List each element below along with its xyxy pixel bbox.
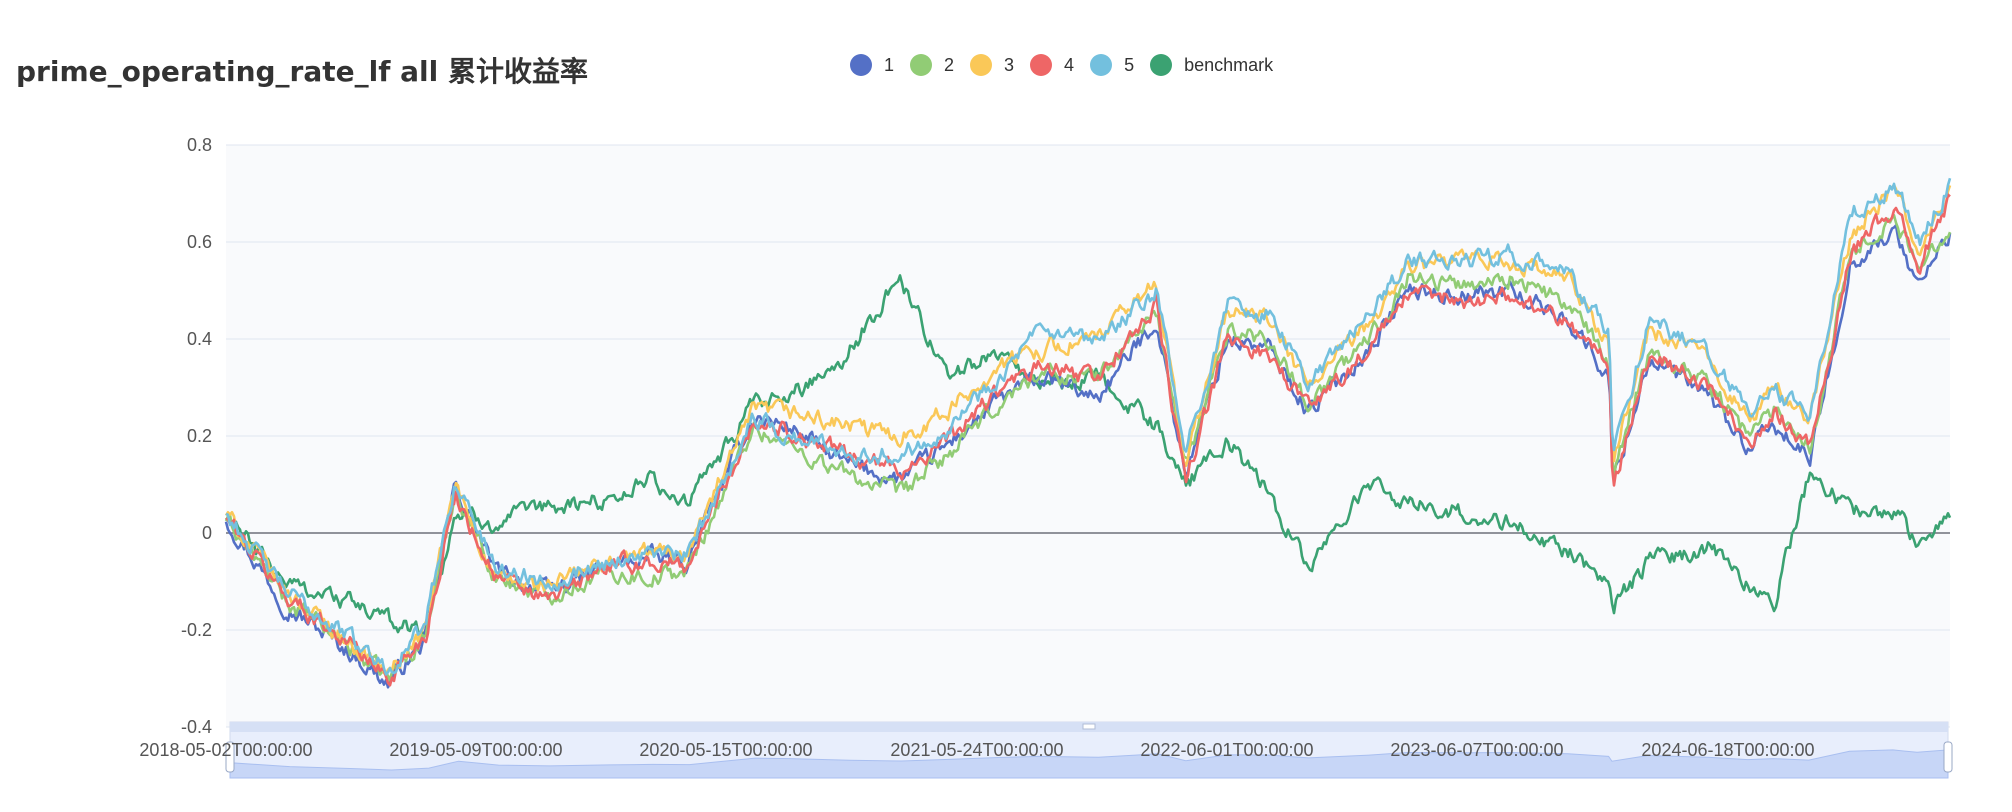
legend-dot-icon [910, 54, 933, 76]
legend-dot-icon [970, 54, 993, 76]
legend-item-3[interactable]: 3 [970, 54, 1014, 76]
y-tick-label: 0.8 [187, 135, 212, 155]
x-tick-label: 2024-06-18T00:00:00 [1641, 740, 1814, 760]
legend-label: 3 [1004, 54, 1015, 75]
y-tick-label: -0.2 [181, 620, 212, 640]
legend-item-benchmark[interactable]: benchmark [1150, 54, 1273, 76]
legend-item-2[interactable]: 2 [910, 54, 954, 76]
series-line-4 [225, 193, 1951, 687]
x-tick-label: 2021-05-24T00:00:00 [890, 740, 1063, 760]
y-tick-label: -0.4 [181, 717, 212, 737]
series-line-5 [225, 177, 1952, 676]
legend-label: 1 [884, 54, 895, 75]
y-tick-label: 0.2 [187, 426, 212, 446]
legend-dot-icon [1150, 54, 1173, 76]
x-tick-label: 2022-06-01T00:00:00 [1140, 740, 1313, 760]
x-tick-label: 2020-05-15T00:00:00 [639, 740, 812, 760]
x-tick-label: 2019-05-09T00:00:00 [389, 740, 562, 760]
zoom-handle-right[interactable] [1943, 741, 1953, 773]
legend-label: 5 [1124, 54, 1135, 75]
y-tick-label: 0.4 [187, 329, 212, 349]
legend-item-4[interactable]: 4 [1030, 54, 1074, 76]
zoom-handle-left[interactable] [225, 741, 235, 773]
legend-item-5[interactable]: 5 [1090, 54, 1134, 76]
zoom-center-grip[interactable] [1082, 723, 1096, 730]
x-tick-label: 2018-05-02T00:00:00 [139, 740, 312, 760]
legend-dot-icon [1030, 54, 1053, 76]
legend-item-1[interactable]: 1 [850, 54, 894, 76]
y-tick-label: 0 [202, 523, 212, 543]
legend-dot-icon [1090, 54, 1113, 76]
legend-label: 2 [944, 54, 955, 75]
legend: 1 2 3 4 5 benchmark [850, 54, 1289, 76]
chart-title: prime_operating_rate_lf all 累计收益率 [16, 55, 588, 88]
legend-label: benchmark [1184, 54, 1274, 75]
legend-label: 4 [1064, 54, 1075, 75]
legend-dot-icon [850, 54, 872, 76]
zoom-preview-area [229, 749, 1949, 779]
y-tick-label: 0.6 [187, 232, 212, 252]
x-tick-label: 2023-06-07T00:00:00 [1390, 740, 1563, 760]
